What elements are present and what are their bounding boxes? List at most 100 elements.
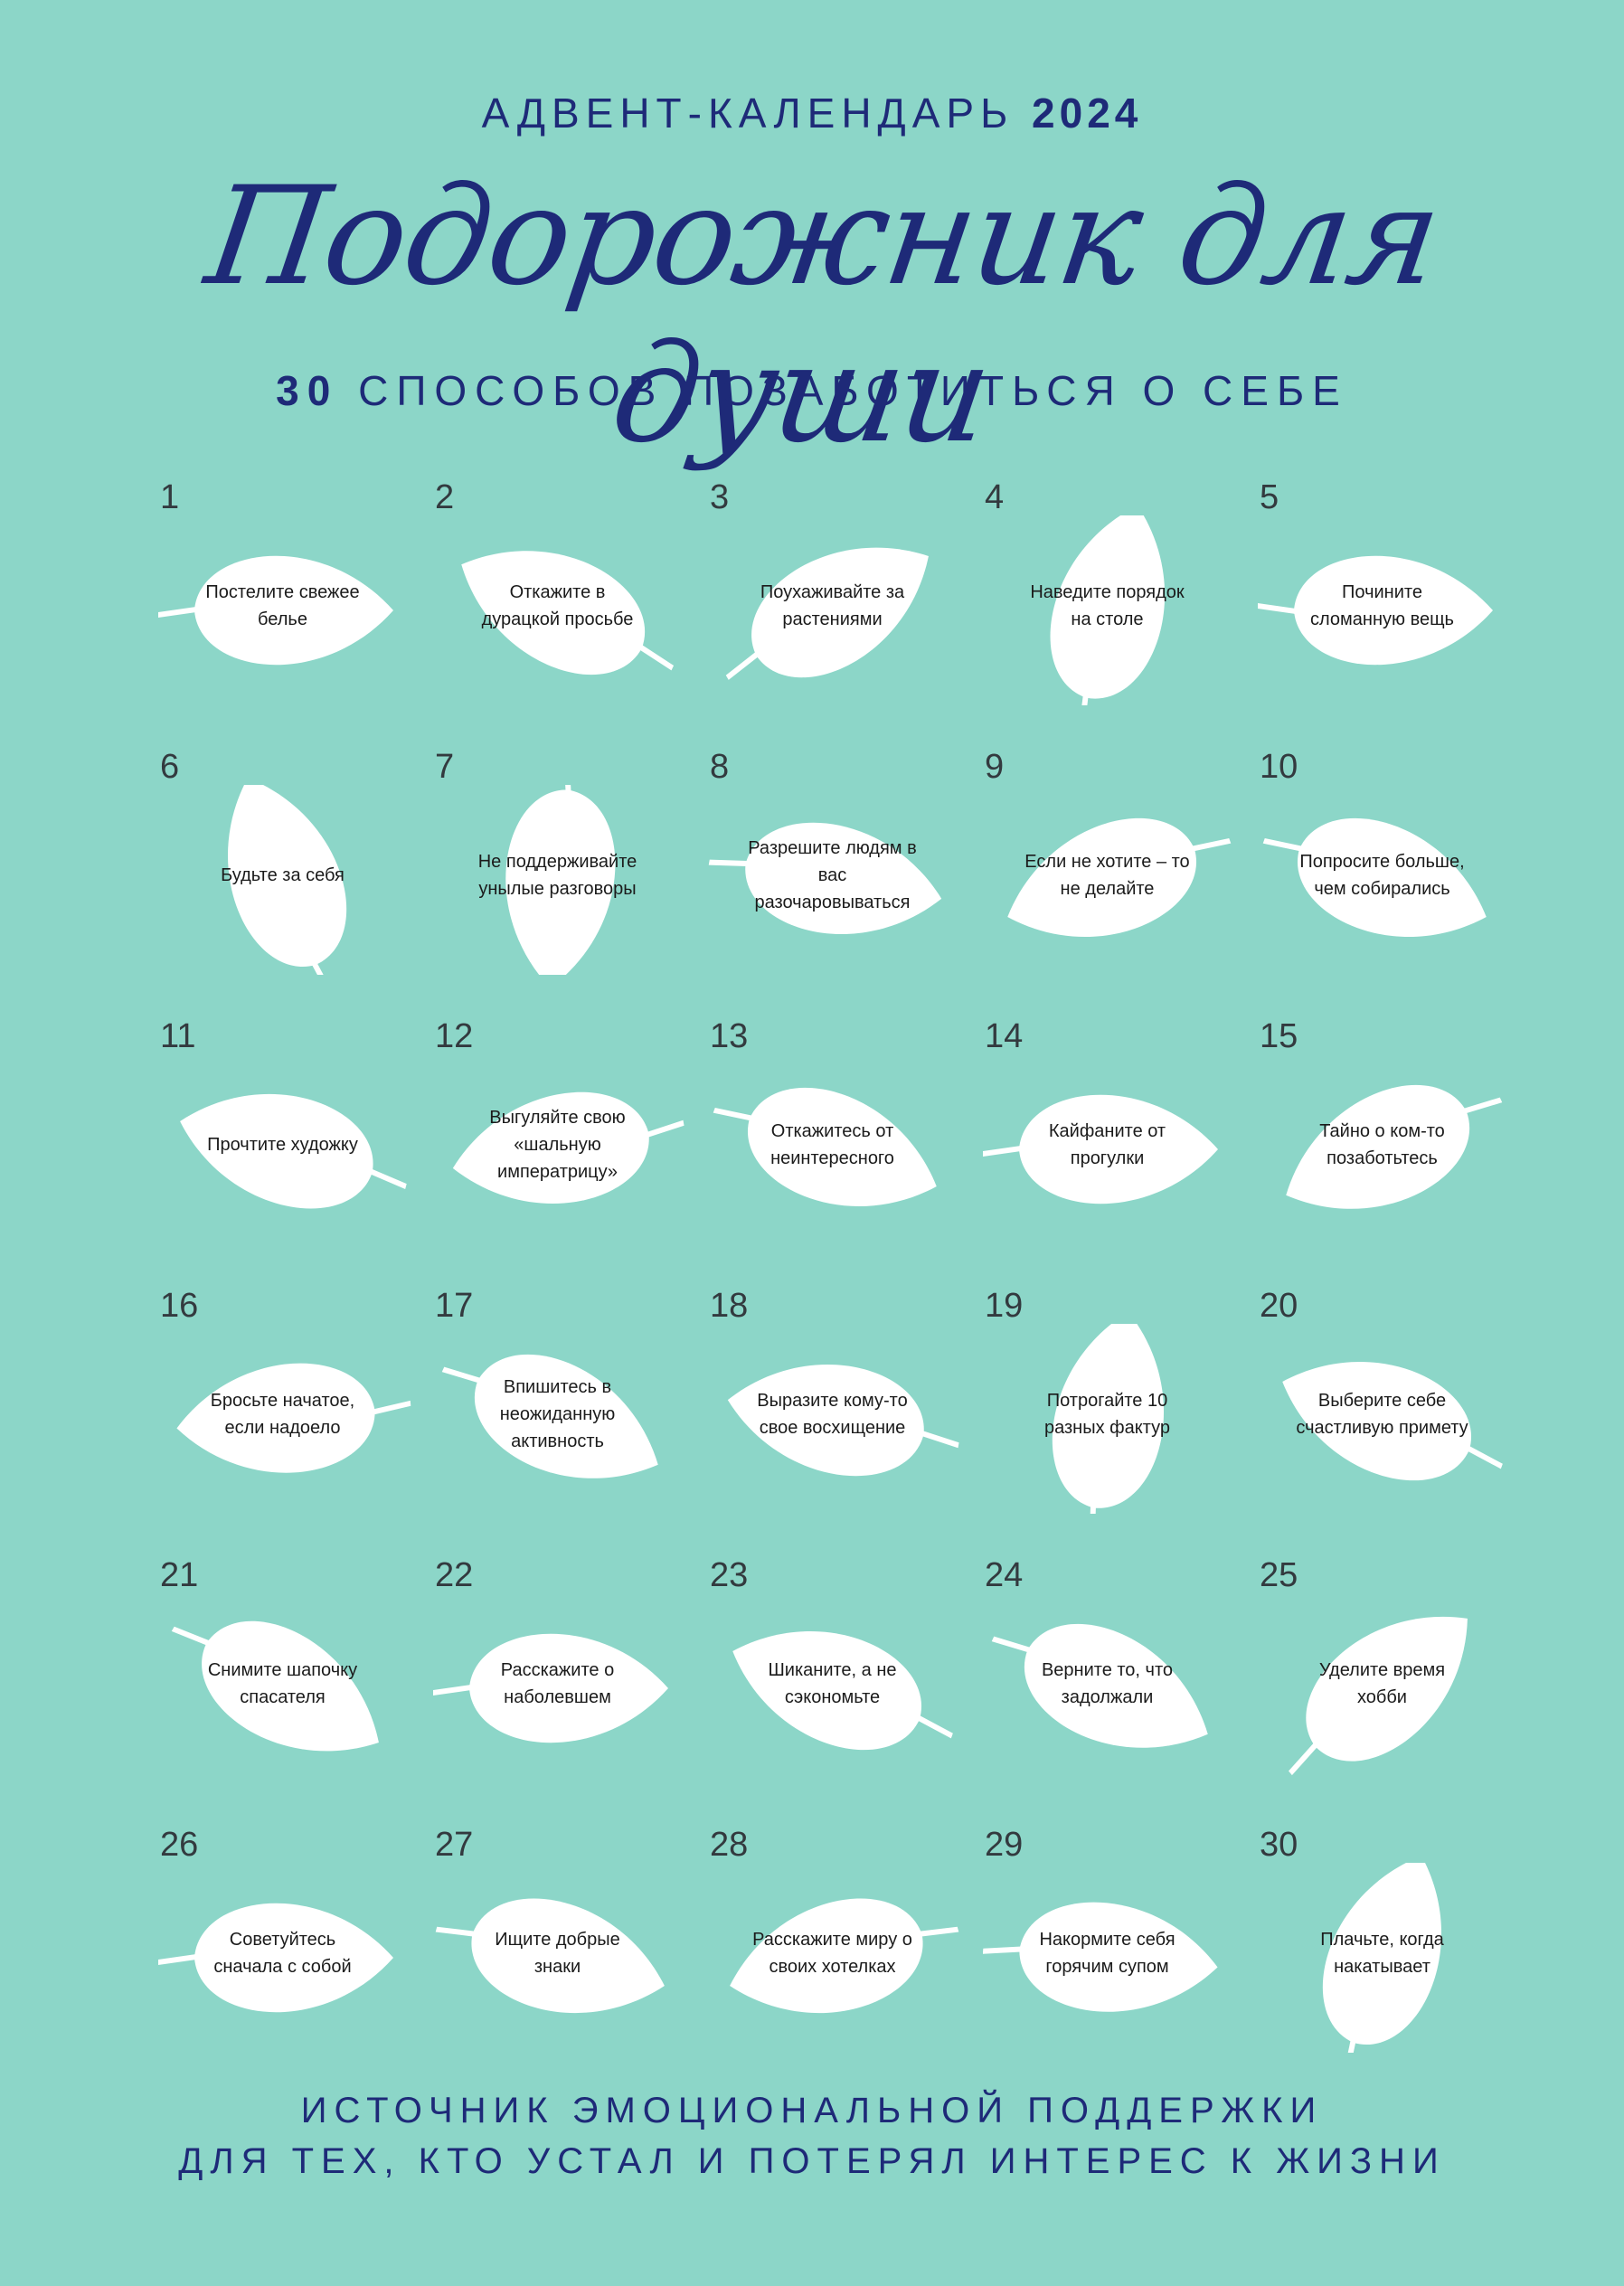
leaf-body: [1052, 1324, 1165, 1508]
leaf-icon: [1289, 1617, 1468, 1776]
day-cell: 15 Тайно о ком-то позаботьтесь: [1240, 1005, 1515, 1267]
leaf-body: [471, 1898, 665, 2014]
leaf-icon: [983, 1094, 1218, 1204]
day-number: 27: [435, 1826, 474, 1864]
day-cell: 7 Не поддерживайте унылые разговоры: [415, 735, 690, 997]
day-task: Если не хотите – то не делайте: [1024, 852, 1190, 899]
day-task: Расскажите миру о своих хотелках: [752, 1930, 912, 1977]
leaf-icon: [991, 1623, 1208, 1748]
day-cell: 3 Поухаживайте за растениями: [690, 466, 965, 728]
leaf-stem: [1078, 694, 1089, 705]
day-cell: 11 Прочтите художку: [140, 1005, 415, 1267]
day-cell: 13 Откажитесь от неинтересного: [690, 1005, 965, 1267]
day-number: 9: [985, 748, 1005, 786]
leaf-stem: [983, 1946, 1022, 1954]
leaf-icon: [730, 1898, 959, 2014]
leaf-icon: [725, 547, 929, 680]
leaf-icon: [461, 551, 675, 675]
leaf-stem: [708, 859, 749, 866]
leaf-stem: [1289, 1742, 1318, 1776]
day-number: 1: [160, 478, 180, 516]
leaf-body: [1007, 817, 1196, 938]
day-number: 7: [435, 748, 455, 786]
day-task: Советуйтесь сначала с собой: [213, 1930, 352, 1977]
leaf-icon: [1282, 1361, 1503, 1481]
leaf-icon: [1007, 817, 1232, 938]
leaf-body: [1024, 1623, 1208, 1748]
day-cell: 20 Выберите себе счастливую примету: [1240, 1274, 1515, 1536]
day-task: Почините сломанную вещь: [1310, 582, 1454, 629]
day-task: Кайфаните от прогулки: [1048, 1121, 1166, 1168]
leaf-icon: [505, 785, 616, 975]
leaf-body: [1286, 1084, 1470, 1209]
day-task: Выгуляйте свою «шальную императрицу»: [489, 1108, 626, 1182]
leaf-body: [180, 1093, 373, 1209]
leaf-body: [194, 1903, 393, 2013]
leaf-body: [452, 1091, 649, 1204]
leaf-stem: [713, 1107, 753, 1121]
leaf-body: [461, 551, 646, 675]
leaf-stem: [725, 651, 760, 680]
leaf-body: [227, 785, 347, 967]
subtitle-text: СПОСОБОВ ПОЗАБОТИТЬСЯ О СЕБЕ: [358, 367, 1348, 414]
leaf-stem: [158, 1954, 196, 1965]
day-task: Впишитесь в неожиданную активность: [499, 1377, 616, 1451]
day-task: Плачьте, когда накатывает: [1320, 1930, 1444, 1977]
leaf-stem: [917, 1714, 953, 1739]
leaf-body: [202, 1620, 379, 1752]
day-cell: 30 Плачьте, когда накатывает: [1240, 1813, 1515, 2075]
subtitle: 30 СПОСОБОВ ПОЗАБОТИТЬСЯ О СЕБЕ: [0, 366, 1624, 415]
day-cell: 27 Ищите добрые знаки: [415, 1813, 690, 2075]
leaf-body: [730, 1898, 923, 2014]
day-cell: 10 Попросите больше, чем собирались: [1240, 735, 1515, 997]
leaf-icon: [176, 1363, 411, 1473]
day-cell: 9 Если не хотите – то не делайте: [965, 735, 1240, 997]
day-number: 17: [435, 1287, 474, 1325]
leaf-icon: [713, 1087, 937, 1207]
day-task: Уделите время хобби: [1318, 1660, 1446, 1707]
day-number: 24: [985, 1556, 1024, 1594]
day-number: 11: [160, 1017, 196, 1055]
day-number: 30: [1260, 1826, 1298, 1864]
leaf-icon: [433, 1633, 668, 1743]
leaf-body: [745, 822, 942, 935]
day-cell: 1 Постелите свежее белье: [140, 466, 415, 728]
leaf-body: [1019, 1902, 1218, 2012]
day-cell: 6 Будьте за себя: [140, 735, 415, 997]
day-task: Разрешите людям в вас разочаровываться: [748, 838, 917, 912]
leaf-icon: [708, 822, 942, 935]
day-number: 20: [1260, 1287, 1298, 1325]
day-task: Выберите себе счастливую примету: [1296, 1391, 1468, 1438]
leaf-stem: [1467, 1445, 1503, 1469]
leaf-icon: [1258, 555, 1493, 666]
day-number: 10: [1260, 748, 1298, 786]
leaf-icon: [435, 1898, 665, 2014]
leaf-stem: [1463, 1097, 1503, 1114]
footer-line-1: ИСТОЧНИК ЭМОЦИОНАЛЬНОЙ ПОДДЕРЖКИ: [300, 2091, 1324, 2130]
leaf-stem: [1191, 837, 1232, 852]
leaf-icon: [983, 1902, 1218, 2012]
day-task: Снимите шапочку спасателя: [207, 1660, 358, 1707]
day-number: 29: [985, 1826, 1024, 1864]
leaf-icon: [1050, 515, 1166, 705]
leaf-icon: [732, 1630, 953, 1751]
day-number: 18: [710, 1287, 749, 1325]
leaf-stem: [370, 1168, 407, 1189]
day-task: Откажите в дурацкой просьбе: [481, 582, 634, 629]
leaf-body: [194, 555, 393, 666]
day-number: 23: [710, 1556, 749, 1594]
footer-line-2: ДЛЯ ТЕХ, КТО УСТАЛ И ПОТЕРЯЛ ИНТЕРЕС К Ж…: [178, 2141, 1446, 2181]
day-number: 12: [435, 1017, 474, 1055]
day-number: 5: [1260, 478, 1279, 516]
day-task: Шиканите, а не сэкономьте: [768, 1660, 897, 1707]
leaf-icon: [180, 1093, 407, 1209]
leaf-icon: [1262, 817, 1487, 938]
day-task: Выразите кому-то свое восхищение: [757, 1391, 908, 1438]
day-cell: 21 Снимите шапочку спасателя: [140, 1544, 415, 1806]
leaf-icon: [158, 555, 393, 666]
subtitle-number: 30: [276, 367, 339, 414]
day-task: Не поддерживайте унылые разговоры: [477, 852, 637, 899]
leaf-icon: [452, 1091, 685, 1204]
leaf-stem: [435, 1926, 476, 1937]
day-number: 25: [1260, 1556, 1298, 1594]
